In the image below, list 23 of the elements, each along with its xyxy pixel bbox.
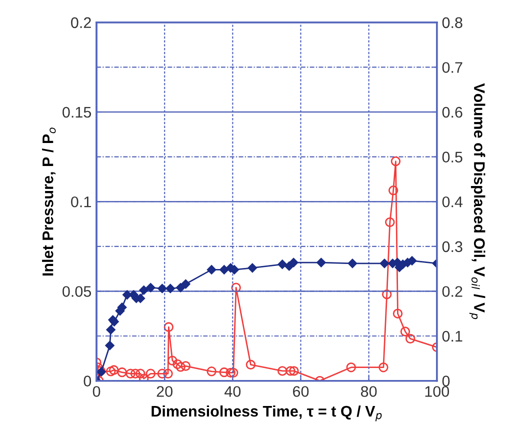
y-axis-title: Inlet Pressure, P / P$_{o}$ (42, 128, 56, 276)
y2-tick-label: 0 (442, 376, 450, 386)
y2-tick-label: 0.4 (442, 196, 463, 208)
x-tick-label: 100 (425, 386, 450, 397)
y2-tick-label: 0.7 (442, 62, 462, 73)
y-tick-label: 0.1 (71, 196, 91, 208)
y-tick-label: 0.15 (62, 106, 92, 118)
x-axis-title: Dimensiolness Time, τ = t Q / V$_{p}$ (152, 405, 382, 422)
x-tick-label: 0 (92, 386, 100, 397)
y-tick-label: 0 (84, 376, 92, 386)
y2-tick-label: 0.1 (442, 330, 462, 342)
y-tick-label: 0.2 (71, 17, 91, 28)
x-tick-label: 40 (224, 386, 241, 397)
y2-tick-label: 0.3 (442, 241, 462, 252)
y-tick-label: 0.05 (62, 286, 92, 297)
y2-axis-title: Volume of Displaced Oil, V$_{oil}$ / V$_{p}$ (469, 83, 486, 320)
y2-tick-label: 0.5 (442, 152, 462, 162)
x-tick-label: 80 (360, 386, 377, 397)
y2-tick-label: 0.8 (442, 17, 462, 28)
y2-tick-label: 0.6 (442, 106, 462, 118)
x-tick-label: 20 (156, 386, 172, 397)
x-tick-label: 60 (293, 386, 309, 397)
y2-tick-label: 0.2 (442, 286, 462, 297)
